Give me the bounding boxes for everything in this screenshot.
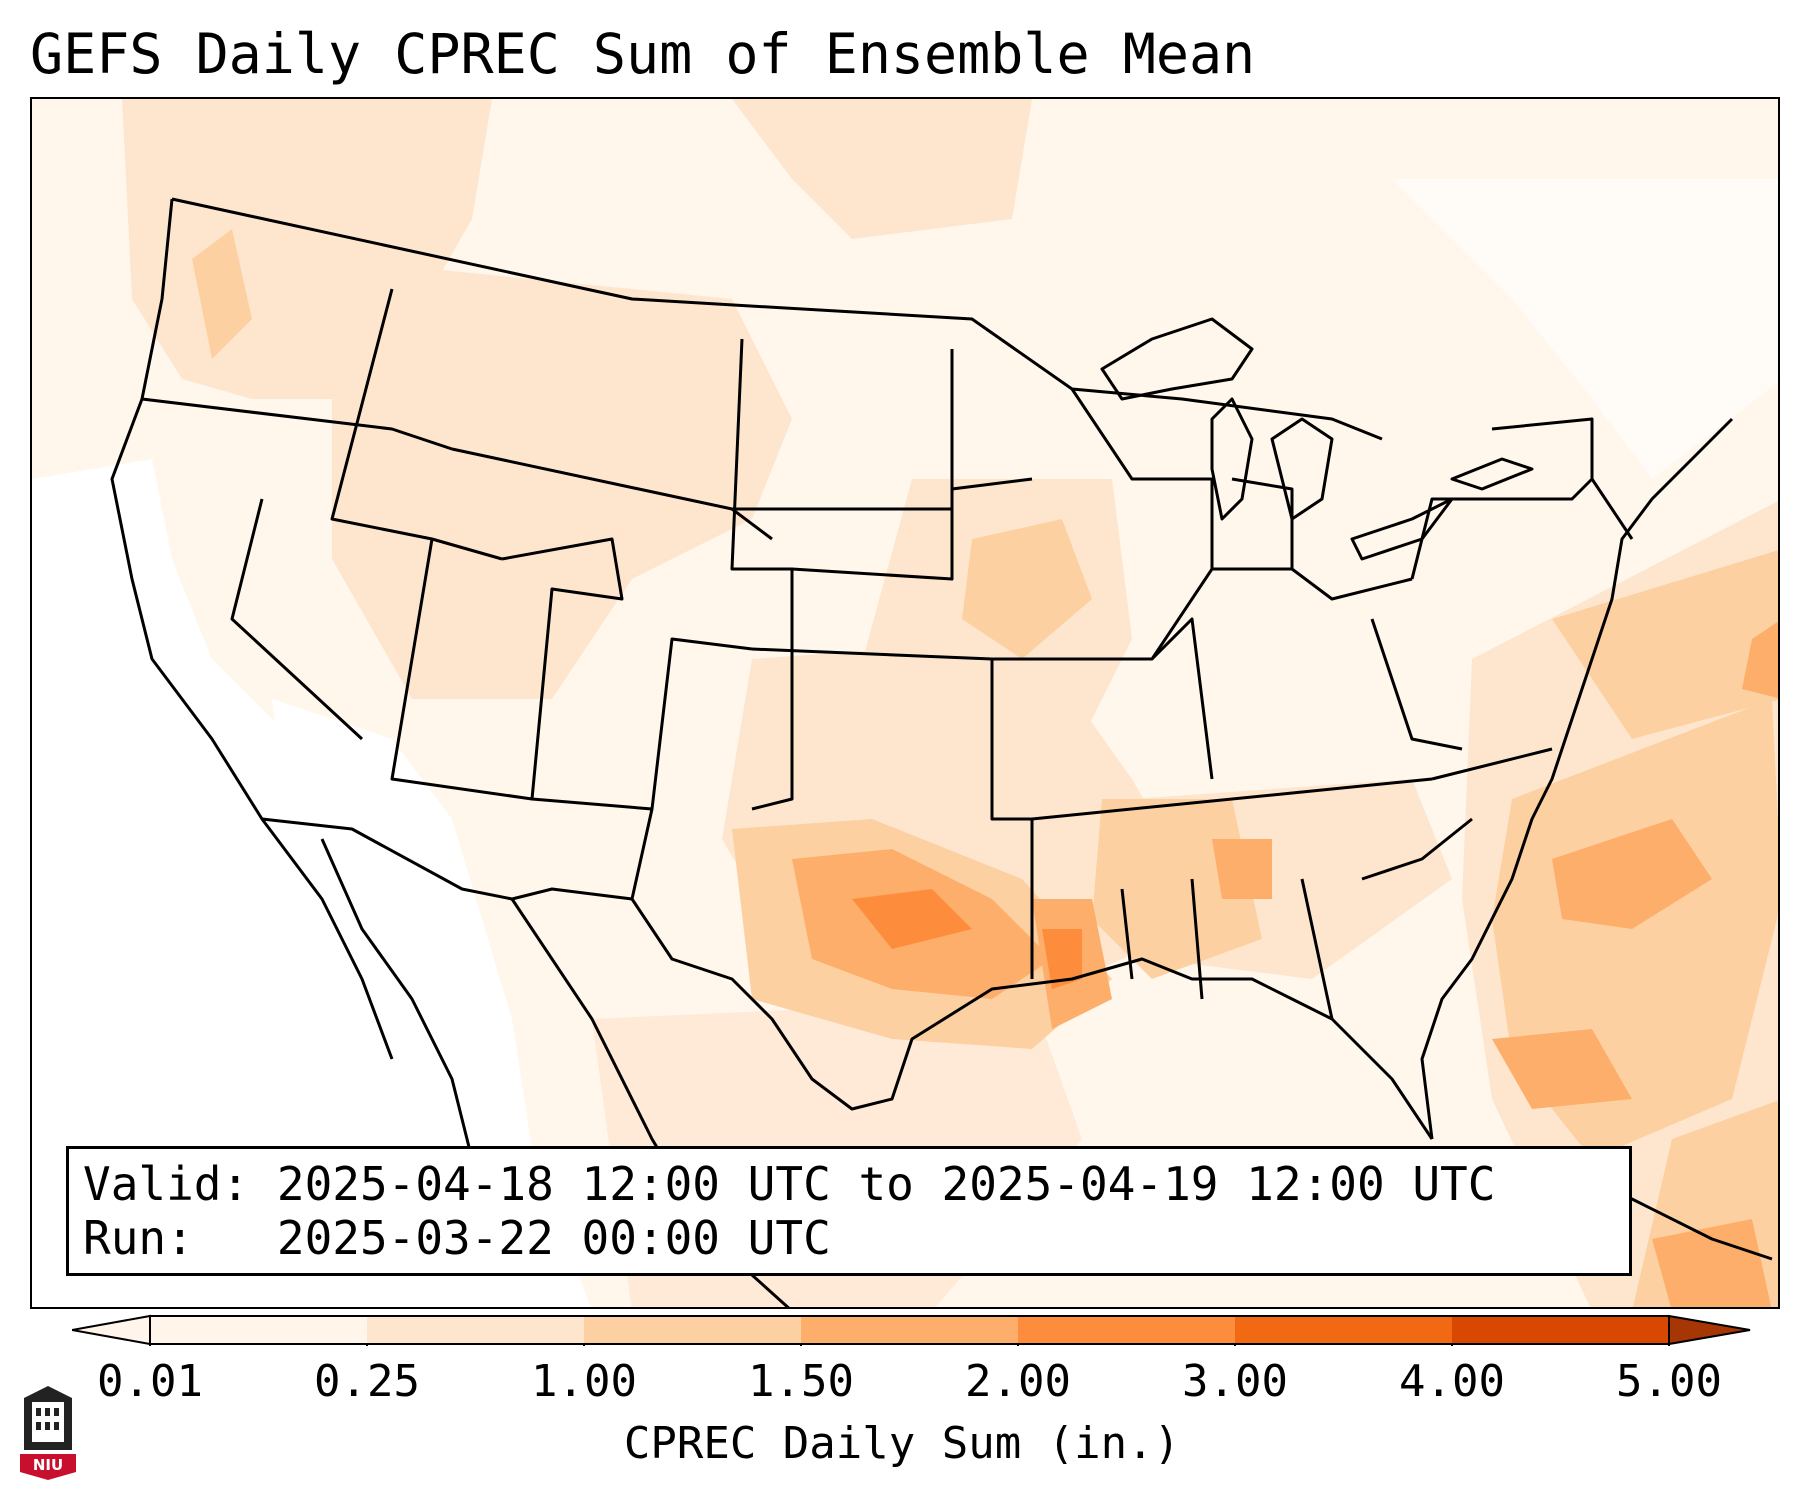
boundaries [110,197,1773,1307]
precipitation-map [30,97,1780,1309]
valid-label: Valid: [83,1157,250,1211]
colorbar-bin-2 [367,1316,584,1344]
colorbar [72,1314,1751,1346]
niu-logo-icon: NIU [20,1386,76,1480]
map-canvas [32,99,1778,1307]
colorbar-min-arrow [72,1314,151,1346]
colorbar-bin-3 [584,1316,801,1344]
logo-text: NIU [33,1456,63,1474]
valid-run-info-box: Valid: 2025-04-18 12:00 UTC to 2025-04-1… [66,1146,1632,1276]
level-200-areas [852,889,1082,989]
colorbar-tick: 0.25 [314,1356,420,1407]
colorbar-max-arrow [1668,1314,1751,1346]
colorbar-bin-1 [150,1316,367,1344]
colorbar-bin-5 [1018,1316,1235,1344]
colorbar-tick: 4.00 [1399,1356,1505,1407]
run-time: 2025-03-22 00:00 UTC [276,1211,831,1265]
colorbar-label: CPREC Daily Sum (in.) [623,1418,1181,1469]
colorbar-tick: 1.50 [748,1356,854,1407]
colorbar-tick: 1.00 [531,1356,637,1407]
run-label: Run: [83,1211,194,1265]
map-title: GEFS Daily CPREC Sum of Ensemble Mean [30,22,1256,86]
colorbar-bin-4 [801,1316,1018,1344]
colorbar-tick: 2.00 [965,1356,1071,1407]
colorbar-bin-7 [1452,1316,1669,1344]
colorbar-tick: 0.01 [97,1356,203,1407]
colorbar-bin-6 [1235,1316,1452,1344]
colorbar-tick: 3.00 [1182,1356,1288,1407]
valid-range: 2025-04-18 12:00 UTC to 2025-04-19 12:00… [276,1157,1496,1211]
colorbar-tick: 5.00 [1616,1356,1722,1407]
